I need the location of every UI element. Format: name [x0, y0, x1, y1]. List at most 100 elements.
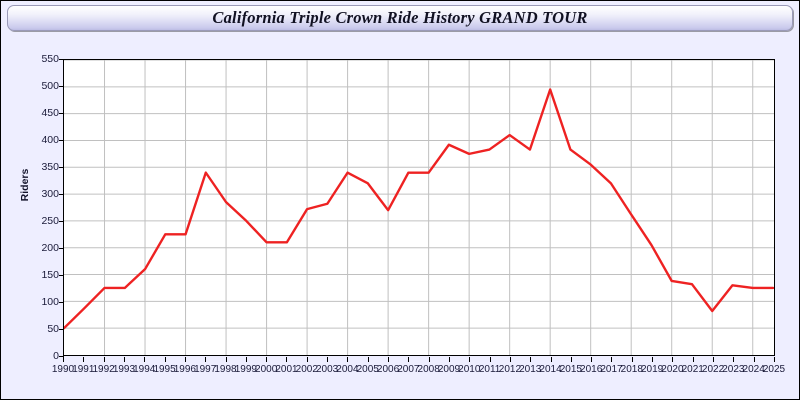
x-tick-mark — [713, 357, 715, 362]
y-tick-label: 100 — [41, 296, 59, 308]
x-tick-mark — [753, 357, 755, 362]
x-tick-label: 2004 — [336, 364, 359, 375]
x-tick-label: 1990 — [51, 364, 75, 375]
y-tick-mark — [59, 194, 64, 195]
x-tick-mark — [347, 357, 349, 362]
y-tick-mark — [59, 86, 64, 87]
x-tick-label: 2009 — [437, 364, 461, 375]
x-tick-mark — [83, 357, 85, 362]
x-tick-label: 2021 — [681, 364, 704, 375]
x-tick-label: 1993 — [112, 364, 136, 375]
x-tick-label: 2025 — [762, 364, 786, 375]
x-tick-mark — [611, 357, 613, 362]
chart-title-bar: California Triple Crown Ride History GRA… — [7, 5, 793, 31]
x-tick-mark — [550, 357, 552, 362]
x-tick-label: 2017 — [600, 364, 623, 375]
x-tick-label: 2014 — [539, 364, 562, 375]
x-tick-mark — [570, 357, 572, 362]
x-tick-mark — [672, 357, 674, 362]
y-tick-label: 550 — [41, 53, 59, 65]
x-tick-mark — [733, 357, 735, 362]
y-tick-label: 150 — [41, 269, 59, 281]
y-tick-label: 350 — [41, 161, 59, 173]
grid-lines — [64, 60, 774, 355]
y-tick-mark — [59, 275, 64, 276]
plot-area — [63, 59, 775, 356]
y-tick-mark — [59, 329, 64, 330]
y-tick-mark — [59, 59, 64, 60]
x-tick-label: 2015 — [559, 364, 582, 375]
y-tick-label: 500 — [41, 80, 59, 92]
x-tick-label: 1998 — [214, 364, 237, 375]
y-tick-label: 50 — [47, 323, 59, 335]
y-tick-mark — [59, 221, 64, 222]
x-tick-mark — [245, 357, 247, 362]
x-tick-mark — [184, 357, 186, 362]
x-tick-mark — [469, 357, 471, 362]
y-tick-label: 450 — [41, 107, 59, 119]
x-tick-mark — [63, 357, 64, 362]
x-tick-label: 1996 — [173, 364, 196, 375]
x-tick-mark — [367, 357, 369, 362]
x-tick-label: 2007 — [397, 364, 420, 375]
x-tick-mark — [388, 357, 390, 362]
x-tick-mark — [306, 357, 308, 362]
x-tick-label: 2023 — [722, 364, 745, 375]
y-tick-label: 200 — [41, 242, 59, 254]
x-tick-label: 2010 — [458, 364, 481, 375]
y-tick-label: 0 — [53, 350, 59, 362]
y-tick-label: 300 — [41, 188, 59, 200]
y-tick-label: 250 — [41, 215, 59, 227]
y-axis-ticklabels: 0 50 100 150 200 250 300 350 400 450 500 550 — [19, 53, 59, 362]
x-tick-label: 2002 — [295, 364, 318, 375]
x-tick-label: 2005 — [356, 364, 379, 375]
x-tick-label: 2024 — [742, 364, 765, 375]
x-tick-label: 2003 — [315, 364, 339, 375]
y-tick-mark — [59, 140, 64, 141]
data-series-line — [64, 88, 774, 330]
x-tick-label: 2000 — [255, 364, 278, 375]
x-tick-mark — [225, 357, 227, 362]
y-tick-mark — [59, 113, 64, 114]
x-tick-mark — [103, 357, 105, 362]
x-tick-label: 1992 — [92, 364, 115, 375]
x-tick-mark — [266, 357, 268, 362]
x-tick-mark — [509, 357, 511, 362]
x-tick-label: 2008 — [417, 364, 440, 375]
x-tick-label: 1997 — [194, 364, 217, 375]
x-tick-label: 2012 — [498, 364, 522, 375]
x-tick-label: 2019 — [640, 364, 664, 375]
x-tick-label: 1991 — [72, 364, 95, 375]
x-tick-label: 1995 — [153, 364, 176, 375]
page-title: California Triple Crown Ride History GRA… — [212, 8, 588, 27]
y-tick-mark — [59, 356, 64, 357]
x-tick-mark — [774, 357, 775, 362]
x-tick-mark — [408, 357, 410, 362]
x-tick-mark — [144, 357, 146, 362]
x-tick-mark — [692, 357, 694, 362]
y-tick-mark — [59, 167, 64, 168]
x-tick-label: 1994 — [133, 364, 156, 375]
x-tick-mark — [123, 357, 125, 362]
y-tick-label: 400 — [41, 134, 59, 146]
x-tick-label: 2001 — [275, 364, 298, 375]
x-tick-mark — [591, 357, 593, 362]
x-tick-mark — [327, 357, 329, 362]
x-tick-mark — [428, 357, 430, 362]
y-tick-mark — [59, 248, 64, 249]
x-tick-mark — [286, 357, 288, 362]
x-tick-label: 2011 — [478, 364, 501, 375]
x-tick-mark — [489, 357, 491, 362]
x-tick-label: 2016 — [580, 364, 603, 375]
x-tick-label: 1999 — [234, 364, 257, 375]
x-tick-label: 2006 — [376, 364, 400, 375]
x-tick-mark — [631, 357, 633, 362]
x-tick-mark — [448, 357, 450, 362]
x-tick-mark — [530, 357, 532, 362]
x-tick-mark — [205, 357, 207, 362]
x-tick-mark — [164, 357, 166, 362]
y-tick-mark — [59, 302, 64, 303]
x-tick-mark — [652, 357, 654, 362]
y-axis-tickmarks — [1, 59, 67, 357]
